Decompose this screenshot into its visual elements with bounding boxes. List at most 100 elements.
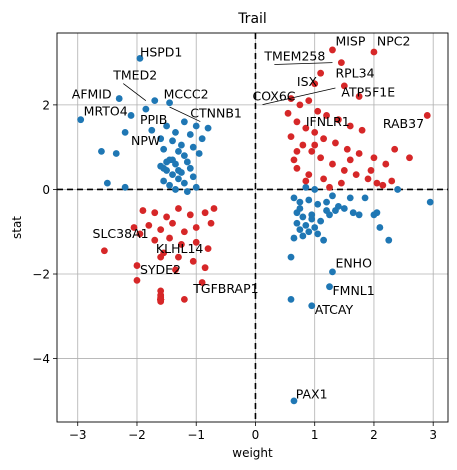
annotation-leader-line (123, 83, 147, 101)
data-point (136, 54, 144, 62)
data-point (151, 209, 159, 217)
data-point (172, 186, 179, 193)
data-point (133, 262, 141, 269)
data-point (195, 150, 203, 157)
data-point (287, 133, 295, 140)
annotation-label: ATCAY (315, 302, 354, 317)
data-point (311, 128, 319, 136)
data-point (305, 196, 313, 204)
data-point (172, 266, 179, 274)
data-point (373, 179, 381, 187)
data-point (287, 253, 295, 261)
data-point (293, 147, 301, 155)
data-point (169, 219, 176, 227)
plot-frame (56, 32, 449, 423)
data-point (290, 234, 298, 242)
annotation-label: KLHL14 (156, 241, 203, 256)
data-point (329, 46, 336, 54)
data-point (355, 211, 363, 219)
data-point (406, 154, 413, 162)
data-point (370, 48, 378, 56)
data-point (151, 97, 159, 105)
data-point (290, 156, 298, 164)
data-point (198, 135, 206, 143)
data-point (320, 236, 327, 244)
x-tick-label: 0 (252, 428, 260, 442)
data-point (160, 145, 168, 153)
data-point (163, 122, 170, 130)
data-point (183, 188, 191, 195)
data-point (361, 194, 369, 202)
y-tick-label: −4 (32, 352, 50, 366)
data-point (355, 93, 363, 100)
data-point (293, 219, 301, 227)
annotation-label: RAB37 (383, 116, 424, 131)
data-point (296, 205, 304, 212)
data-point (311, 80, 319, 88)
data-point (77, 116, 85, 124)
data-point (314, 230, 322, 238)
annotation-label: IFNLR1 (306, 114, 350, 129)
x-tick-label: 2 (370, 428, 378, 442)
data-point (160, 164, 168, 172)
data-point (180, 152, 188, 160)
data-point (160, 177, 168, 185)
data-point (299, 213, 307, 221)
x-tick-label: 3 (429, 428, 437, 442)
data-point (388, 177, 396, 185)
annotation-label: NPW (131, 133, 160, 148)
annotation-label: ENHO (335, 256, 372, 271)
annotation-label: NPC2 (377, 34, 411, 49)
data-point (139, 207, 147, 214)
data-point (352, 171, 360, 179)
data-point (290, 194, 298, 202)
data-point (340, 82, 348, 90)
data-point (391, 145, 399, 153)
data-point (329, 160, 336, 168)
data-point (299, 232, 307, 240)
data-point (335, 202, 342, 210)
data-point (346, 194, 354, 202)
data-point (178, 241, 185, 248)
x-axis-ticks: −3 −2 −1 0 1 2 3 (69, 422, 437, 442)
data-point (201, 209, 209, 217)
data-point (314, 107, 322, 115)
reference-lines (57, 33, 448, 422)
data-point (121, 183, 129, 191)
x-tick-label: 1 (311, 428, 319, 442)
data-point (287, 295, 295, 303)
data-point (207, 219, 215, 227)
data-point (296, 101, 304, 109)
data-point (290, 397, 298, 405)
data-point (293, 118, 301, 126)
data-point (189, 257, 197, 265)
data-points (77, 46, 434, 405)
data-point (192, 122, 200, 130)
data-point (320, 135, 327, 143)
annotation-label: RPL34 (335, 65, 374, 80)
data-point (314, 200, 322, 208)
data-point (189, 143, 197, 151)
data-point (100, 247, 108, 255)
data-point (186, 164, 194, 172)
data-point (169, 156, 176, 164)
data-point (136, 230, 144, 238)
data-point (175, 175, 182, 183)
annotation-label: AFMID (72, 87, 112, 102)
data-point (302, 183, 310, 191)
data-point (148, 126, 156, 134)
data-point (130, 224, 138, 231)
data-point (172, 128, 179, 136)
data-point (340, 205, 348, 212)
x-tick-label: −3 (69, 428, 87, 442)
data-point (385, 236, 393, 244)
data-point (204, 124, 212, 132)
data-point (175, 205, 182, 212)
data-point (296, 198, 304, 206)
data-point (343, 145, 351, 153)
y-tick-label: 0 (42, 183, 50, 197)
data-point (358, 126, 366, 134)
data-point (311, 186, 319, 193)
data-point (169, 137, 176, 145)
annotation-label: MISP (335, 34, 365, 49)
